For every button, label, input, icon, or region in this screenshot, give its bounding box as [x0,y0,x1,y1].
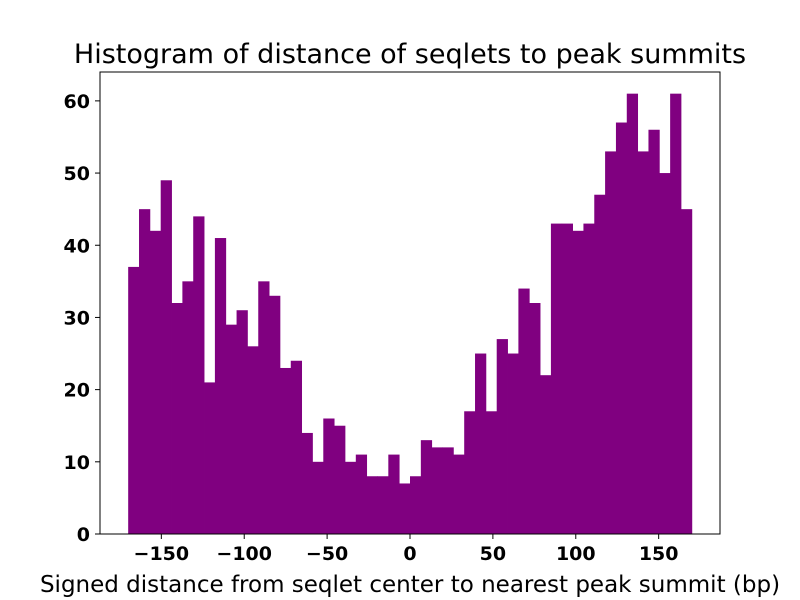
histogram-bar [496,339,508,534]
x-tick-label: −50 [306,543,348,565]
chart-title: Histogram of distance of seqlets to peak… [74,39,746,70]
histogram-bar [193,216,205,535]
y-tick-label: 50 [64,163,90,185]
histogram-bar [680,209,693,534]
histogram-bar [485,411,498,534]
histogram-bar [637,151,649,534]
histogram-bar [149,230,162,534]
histogram-bar [258,281,270,534]
histogram-bar [377,476,389,534]
histogram-bar [442,447,454,535]
histogram-bar [410,476,422,534]
histogram-bar [399,483,411,534]
histogram-bar [615,122,628,534]
histogram-bar [323,418,335,534]
histogram-bar [648,129,660,534]
y-tick-label: 0 [77,524,90,546]
histogram-bar [572,230,584,534]
histogram-bar [583,223,595,534]
y-tick-label: 60 [64,91,90,113]
histogram-bar [214,238,227,534]
histogram-bar [507,353,519,534]
histogram-bar [344,461,357,534]
histogram-bar [355,454,368,534]
x-tick-label: 0 [403,543,416,565]
histogram-bar [139,209,151,534]
histogram-bar [171,303,183,534]
x-axis-ticks: −150 −100 −50 0 50 100 150 [134,534,679,565]
histogram-bar [464,411,476,534]
histogram-bar [247,346,259,534]
x-tick-label: −100 [216,543,272,565]
histogram-bar [160,180,172,534]
histogram-bar [279,367,292,534]
histogram-bar [366,476,378,534]
histogram-bar [301,432,313,534]
x-tick-label: 100 [556,543,596,565]
histogram-bar [290,360,303,534]
x-tick-label: 150 [639,543,679,565]
histogram-bar [475,353,487,534]
bars-group [128,93,693,535]
histogram-bar [529,303,541,534]
histogram-bar [225,324,237,534]
x-tick-label: 50 [480,543,506,565]
y-tick-label: 40 [64,235,90,257]
histogram-bar [561,223,573,534]
histogram-bar [312,461,324,534]
histogram-bar [659,173,671,534]
y-tick-label: 20 [64,380,90,402]
histogram-bar [594,194,606,534]
histogram-bar [550,223,563,534]
histogram-bar [182,281,194,534]
histogram-bar [626,93,639,534]
x-axis-label: Signed distance from seqlet center to ne… [40,572,780,598]
histogram-bar [431,447,443,535]
y-axis-ticks: 0 10 20 30 40 50 60 [64,91,100,546]
histogram-bar [453,454,465,534]
histogram-bar [518,288,530,534]
histogram-bar [128,266,140,534]
histogram-bar [540,375,552,534]
histogram-bar [269,295,281,534]
histogram-bar [605,151,617,534]
x-tick-label: −150 [134,543,190,565]
y-tick-label: 10 [64,452,90,474]
histogram-bar [388,454,400,534]
histogram-bar [420,440,433,534]
y-tick-label: 30 [64,307,90,329]
histogram-bar [204,382,216,534]
histogram-bar [236,310,248,534]
histogram-bar [670,93,682,534]
histogram-bar [334,425,346,534]
